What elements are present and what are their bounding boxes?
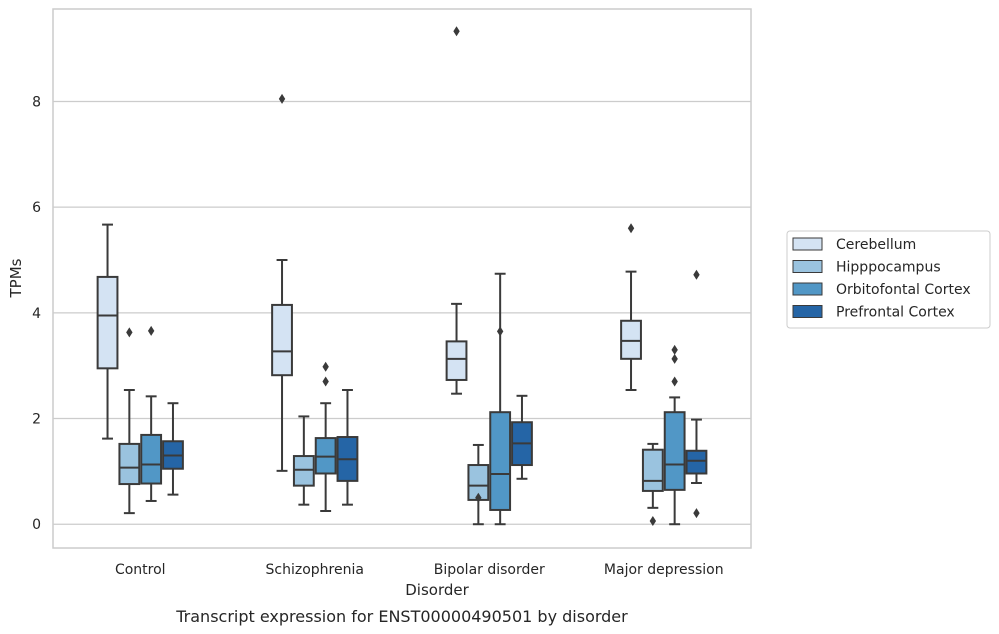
box-body bbox=[489, 411, 512, 511]
outlier-point bbox=[475, 492, 482, 503]
legend: Cerebellum Hipppocampus Orbitofontal Corte… bbox=[786, 230, 991, 329]
box-hipppocampus-0 bbox=[118, 327, 141, 515]
outlier-point bbox=[671, 353, 678, 364]
legend-label: Orbitofontal Cortex bbox=[836, 282, 971, 298]
box-plot-groups bbox=[96, 26, 708, 527]
legend-swatch bbox=[792, 305, 823, 318]
outlier-point bbox=[671, 344, 678, 355]
box-body bbox=[641, 448, 664, 492]
box-prefrontal-cortex-2 bbox=[511, 394, 533, 480]
legend-label: Cerebellum bbox=[836, 237, 916, 253]
box-body bbox=[140, 433, 163, 485]
y-tick-labels: 0 2 4 6 8 bbox=[32, 94, 41, 533]
box-cerebellum-2 bbox=[445, 26, 468, 395]
box-body bbox=[663, 411, 686, 491]
box-orbitofontal-cortex-2 bbox=[489, 272, 512, 526]
y-tick-label: 2 bbox=[32, 412, 41, 428]
plot-frame bbox=[52, 8, 752, 549]
box-orbitofontal-cortex-0 bbox=[140, 325, 163, 502]
box-prefrontal-cortex-1 bbox=[336, 388, 359, 506]
grid-lines bbox=[53, 100, 751, 525]
outlier-point bbox=[649, 516, 657, 527]
box-hipppocampus-1 bbox=[292, 415, 315, 506]
box-prefrontal-cortex-0 bbox=[162, 402, 184, 496]
outlier-point bbox=[126, 327, 133, 338]
box-hipppocampus-3 bbox=[641, 442, 664, 527]
legend-frame bbox=[786, 230, 991, 329]
outlier-point bbox=[322, 361, 329, 372]
legend-swatch bbox=[792, 282, 823, 296]
outlier-point bbox=[693, 508, 700, 519]
box-body bbox=[685, 449, 708, 475]
box-body bbox=[96, 275, 119, 370]
x-tick-label: Control bbox=[115, 562, 166, 578]
y-tick-label: 8 bbox=[32, 94, 41, 110]
outlier-point bbox=[671, 376, 678, 387]
outlier-point bbox=[693, 269, 700, 280]
outlier-point bbox=[627, 223, 635, 234]
y-tick-label: 6 bbox=[32, 200, 41, 216]
y-tick-label: 4 bbox=[32, 306, 41, 322]
box-orbitofontal-cortex-3 bbox=[663, 344, 686, 526]
chart-caption: Transcript expression for ENST0000049050… bbox=[175, 607, 628, 626]
x-tick-labels: Control Schizophrenia Bipolar disorder Majo… bbox=[115, 562, 724, 578]
x-tick-label: Major depression bbox=[604, 562, 724, 578]
legend-label: Hipppocampus bbox=[836, 260, 941, 276]
box-prefrontal-cortex-3 bbox=[685, 269, 708, 519]
outlier-point bbox=[278, 93, 286, 104]
box-body bbox=[271, 303, 293, 377]
outlier-point bbox=[147, 325, 155, 336]
box-cerebellum-0 bbox=[96, 223, 119, 440]
x-tick-label: Schizophrenia bbox=[266, 562, 364, 578]
box-orbitofontal-cortex-1 bbox=[314, 361, 337, 513]
outlier-point bbox=[496, 326, 504, 337]
legend-swatch bbox=[792, 237, 823, 251]
box-cerebellum-3 bbox=[620, 223, 642, 391]
legend-label: Prefrontal Cortex bbox=[836, 305, 955, 321]
outlier-point bbox=[322, 376, 329, 387]
outlier-point bbox=[453, 26, 460, 37]
box-body bbox=[118, 442, 141, 486]
x-axis-label: Disorder bbox=[405, 581, 469, 599]
box-cerebellum-1 bbox=[271, 93, 293, 472]
box-body bbox=[445, 340, 468, 381]
y-axis-label: TPMs bbox=[7, 258, 25, 298]
x-tick-label: Bipolar disorder bbox=[434, 562, 545, 578]
box-body bbox=[620, 319, 642, 360]
box-body bbox=[292, 455, 315, 487]
box-hipppocampus-2 bbox=[467, 443, 490, 526]
legend-swatch bbox=[792, 260, 823, 273]
y-tick-label: 0 bbox=[32, 517, 41, 533]
